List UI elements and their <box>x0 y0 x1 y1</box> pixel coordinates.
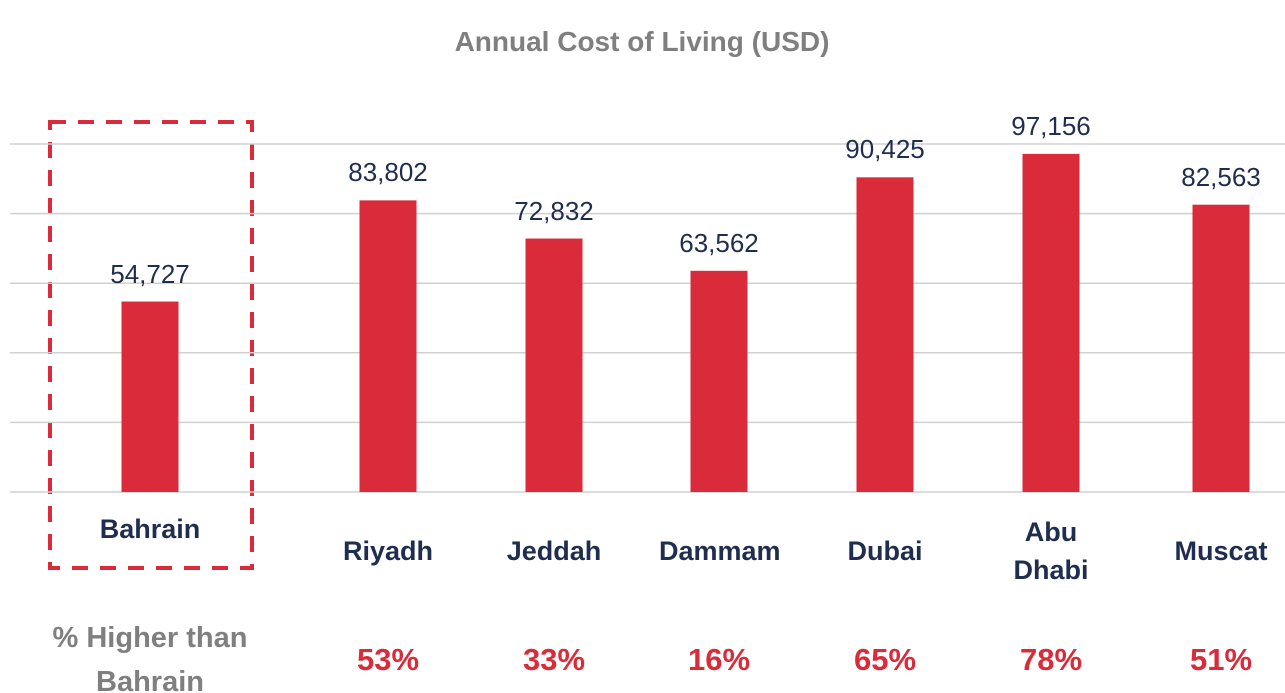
pct-label: 53% <box>356 642 420 677</box>
x-tick-label: Dammam <box>659 536 781 566</box>
bar <box>121 301 179 492</box>
pct-label: 33% <box>522 642 586 677</box>
data-label: 90,425 <box>845 134 925 165</box>
bar <box>856 177 914 493</box>
x-tick-label: Muscat <box>1174 536 1268 566</box>
bar <box>1192 204 1250 492</box>
data-label: 63,562 <box>679 227 759 258</box>
bar <box>359 200 417 493</box>
x-tick-label: Dubai <box>847 536 923 566</box>
row-label: % Higher than Bahrain <box>52 622 248 693</box>
pct-label: 65% <box>853 642 917 677</box>
chart-title: Annual Cost of Living (USD) <box>454 26 830 57</box>
x-tick-label: Riyadh <box>342 536 434 566</box>
data-label: 82,563 <box>1181 161 1261 192</box>
bar <box>1022 153 1080 492</box>
bar <box>525 238 583 492</box>
x-tick-label: Jeddah <box>506 536 602 566</box>
x-tick-label: Bahrain <box>99 514 201 544</box>
data-label: 97,156 <box>1011 110 1091 141</box>
data-label: 72,832 <box>514 195 594 226</box>
pct-label: 51% <box>1189 642 1253 677</box>
data-label: 83,802 <box>348 157 428 188</box>
data-label: 54,727 <box>110 258 190 289</box>
highlight-box <box>48 120 254 570</box>
x-tick-label: Abu Dhabi <box>1013 517 1089 585</box>
pct-label: 78% <box>1019 642 1083 677</box>
bar <box>690 270 748 492</box>
pct-label: 16% <box>687 642 751 677</box>
